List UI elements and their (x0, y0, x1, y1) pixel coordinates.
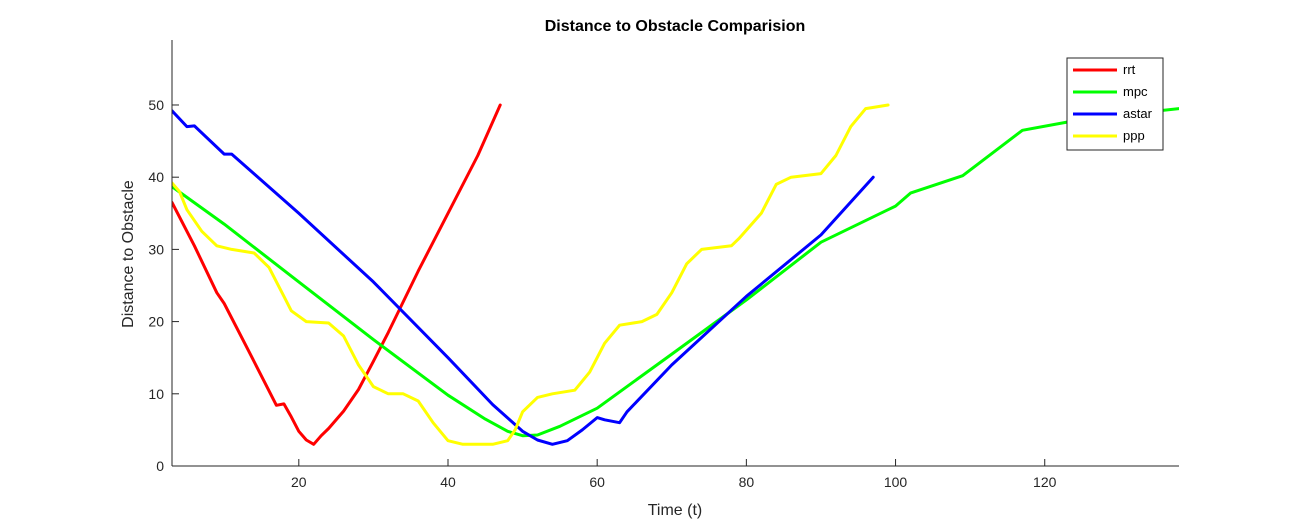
x-tick-label: 40 (440, 474, 456, 490)
y-axis-label: Distance to Obstacle (120, 180, 137, 328)
y-tick-label: 0 (156, 458, 164, 474)
series-group (172, 103, 1179, 446)
legend-label-ppp: ppp (1123, 128, 1145, 143)
series-line-mpc (172, 107, 1179, 438)
legend-label-rrt: rrt (1123, 62, 1136, 77)
x-axis-label: Time (t) (648, 502, 703, 519)
x-tick-label: 20 (291, 474, 307, 490)
legend-label-astar: astar (1123, 106, 1153, 121)
chart-title: Distance to Obstacle Comparision (545, 18, 806, 35)
series-line-astar (172, 109, 875, 446)
y-tick-label: 20 (148, 314, 164, 330)
legend-label-mpc: mpc (1123, 84, 1148, 99)
y-tick-label: 10 (148, 386, 164, 402)
y-tick-label: 30 (148, 241, 164, 257)
x-tick-label: 100 (884, 474, 908, 490)
y-tick-label: 50 (148, 97, 164, 113)
x-tick-label: 60 (589, 474, 605, 490)
x-tick-label: 120 (1033, 474, 1057, 490)
plot-area: 20 40 60 80 100 120 0 10 20 30 40 50 (148, 40, 1179, 490)
y-tick-label: 40 (148, 169, 164, 185)
legend: rrt mpc astar ppp (1066, 57, 1164, 151)
series-line-ppp (172, 103, 890, 446)
series-line-rrt (172, 103, 502, 446)
x-tick-label: 80 (739, 474, 755, 490)
